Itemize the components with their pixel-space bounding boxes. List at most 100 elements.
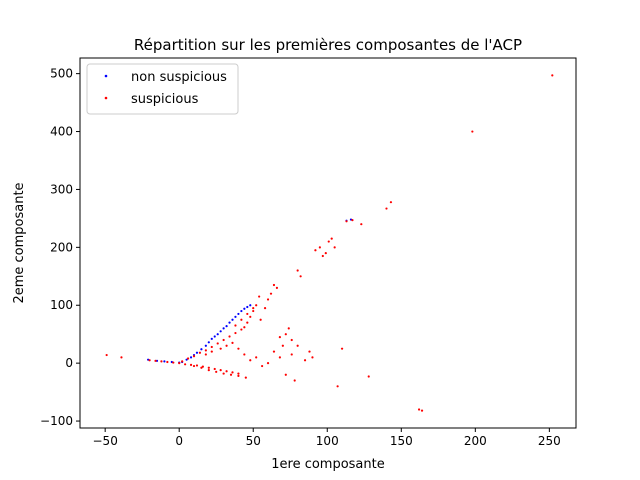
point-s0-11: [204, 344, 207, 347]
plot-frame: [79, 57, 577, 429]
point-s1-88: [266, 362, 270, 365]
point-s1-97: [252, 307, 255, 310]
x-axis-label: 1ere composante: [271, 457, 385, 472]
point-s1-7: [178, 362, 181, 365]
legend: non suspicious suspicious: [86, 63, 239, 115]
point-s0-21: [234, 315, 237, 318]
point-s1-32: [252, 309, 255, 313]
legend-marker-non-suspicious: [104, 74, 108, 78]
point-s1-48: [303, 359, 307, 362]
point-s0-15: [216, 333, 219, 336]
point-s1-56: [330, 237, 333, 240]
point-s1-78: [204, 353, 207, 356]
x-tick-label: 250: [538, 434, 561, 448]
point-s0-18: [225, 324, 228, 328]
point-s0-24: [243, 307, 246, 310]
point-s1-86: [255, 356, 258, 359]
point-s1-54: [324, 252, 327, 255]
point-s1-38: [272, 283, 276, 287]
point-s1-93: [296, 344, 299, 347]
point-s0-17: [222, 327, 225, 330]
x-axis: −50 0 50 100 150 200 250: [93, 428, 561, 448]
point-s1-80: [219, 347, 222, 350]
point-s0-12: [207, 341, 210, 344]
point-s1-96: [246, 312, 249, 316]
point-s1-91: [284, 333, 287, 336]
point-s1-16: [204, 349, 207, 352]
y-tick-label: 500: [50, 67, 73, 81]
point-s0-7: [189, 356, 193, 359]
point-s1-8: [181, 360, 184, 363]
x-tick-label: 150: [390, 434, 413, 448]
point-s1-19: [213, 367, 216, 371]
point-s0-22: [237, 312, 240, 316]
point-s1-10: [186, 357, 190, 360]
point-s1-33: [255, 304, 258, 307]
point-s1-30: [246, 321, 249, 324]
point-s1-34: [259, 318, 262, 321]
point-s1-42: [284, 373, 287, 376]
x-tick-label: 50: [246, 434, 261, 448]
point-s1-11: [189, 363, 193, 366]
y-tick-label: 200: [50, 240, 73, 254]
y-tick-label: 300: [50, 182, 73, 196]
legend-marker-suspicious: [104, 96, 108, 100]
point-s1-47: [299, 275, 302, 278]
y-tick-label: 400: [50, 125, 73, 139]
point-s1-35: [263, 307, 267, 310]
point-s1-89: [272, 350, 276, 353]
point-s1-53: [321, 254, 324, 258]
points-layer: [105, 74, 554, 412]
point-s1-98: [258, 295, 261, 298]
point-s1-95: [240, 318, 243, 321]
point-s1-83: [237, 347, 240, 350]
point-s1-46: [296, 269, 299, 272]
point-s1-43: [287, 327, 290, 330]
point-s1-49: [308, 350, 311, 353]
point-s1-27: [237, 372, 240, 375]
point-s1-70: [207, 369, 210, 372]
point-s1-81: [225, 344, 228, 347]
point-s1-40: [278, 335, 281, 339]
point-s1-17: [207, 366, 210, 369]
point-s1-1: [120, 356, 123, 359]
point-s1-18: [210, 345, 213, 349]
point-s1-94: [234, 324, 237, 327]
point-s1-72: [222, 372, 225, 375]
point-s1-62: [360, 223, 363, 226]
point-s0-25: [246, 305, 249, 309]
point-s1-79: [210, 350, 213, 353]
point-s1-67: [420, 409, 424, 412]
series-1: [105, 74, 554, 412]
point-s1-6: [172, 361, 175, 364]
point-s1-24: [228, 335, 231, 338]
point-s1-3: [154, 359, 157, 362]
point-s1-22: [222, 338, 225, 342]
point-s1-12: [192, 355, 196, 358]
y-tick-label: −100: [40, 414, 73, 428]
point-s0-19: [228, 321, 231, 324]
point-s1-37: [269, 292, 273, 295]
point-s1-44: [290, 353, 293, 356]
point-s1-26: [234, 331, 237, 335]
point-s1-74: [237, 374, 240, 377]
point-s1-50: [311, 356, 314, 359]
point-s1-55: [327, 240, 330, 243]
point-s1-39: [275, 286, 279, 289]
point-s1-71: [215, 370, 218, 373]
point-s1-41: [281, 344, 284, 347]
point-s1-36: [266, 298, 270, 301]
point-s0-20: [231, 318, 234, 321]
point-s1-52: [318, 246, 321, 249]
chart-title: Répartition sur les premières composante…: [134, 36, 522, 54]
point-s1-5: [166, 360, 169, 364]
point-s1-77: [192, 364, 196, 368]
point-s1-73: [229, 373, 233, 376]
point-s1-90: [278, 356, 281, 359]
point-s1-82: [231, 341, 234, 344]
x-tick-label: −50: [93, 434, 118, 448]
point-s1-60: [345, 220, 348, 223]
point-s1-20: [216, 342, 219, 345]
point-s0-26: [249, 304, 252, 307]
